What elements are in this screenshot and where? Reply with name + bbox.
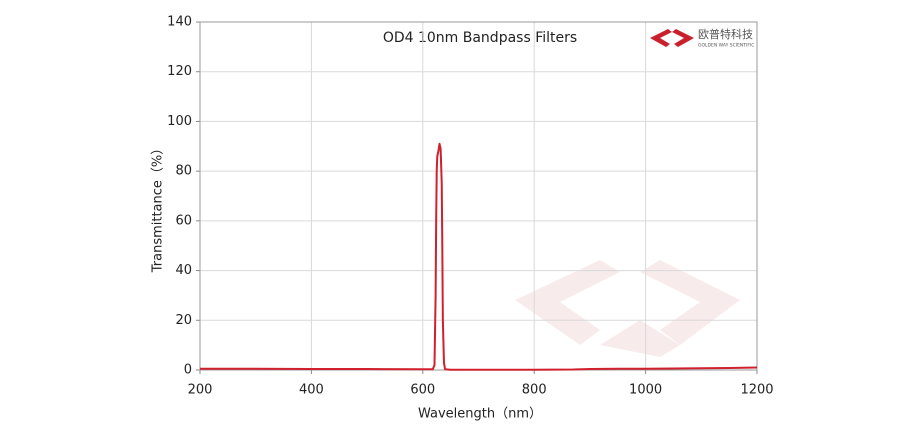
x-tick-label: 1200 [740,383,773,398]
watermark [515,260,740,357]
x-tick-label: 800 [522,383,547,398]
y-tick-label: 80 [175,164,192,179]
data-line [200,142,758,371]
y-tick-label: 20 [175,313,192,328]
x-tick-label: 400 [299,383,324,398]
x-tick-label: 600 [410,383,435,398]
y-tick-label: 100 [167,114,192,129]
logo-text: 欧普特科技 [698,27,753,41]
x-tick-label: 200 [188,383,213,398]
y-tick-label: 0 [184,363,192,378]
plot-frame [199,21,758,371]
y-tick-label: 120 [167,64,192,79]
logo-subtext: GOLDEN WAY SCIENTIFIC [698,43,754,49]
y-tick-label: 60 [175,213,192,228]
y-tick-label: 40 [175,263,192,278]
x-axis-label: Wavelength（nm） [418,407,542,422]
y-axis-label: Transmittance（%） [151,142,166,274]
y-tick-label: 140 [167,15,192,30]
x-tick-label: 1000 [629,383,662,398]
chart-title: OD4 10nm Bandpass Filters [383,30,577,46]
logo: 欧普特科技 GOLDEN WAY SCIENTIFIC [650,27,754,49]
